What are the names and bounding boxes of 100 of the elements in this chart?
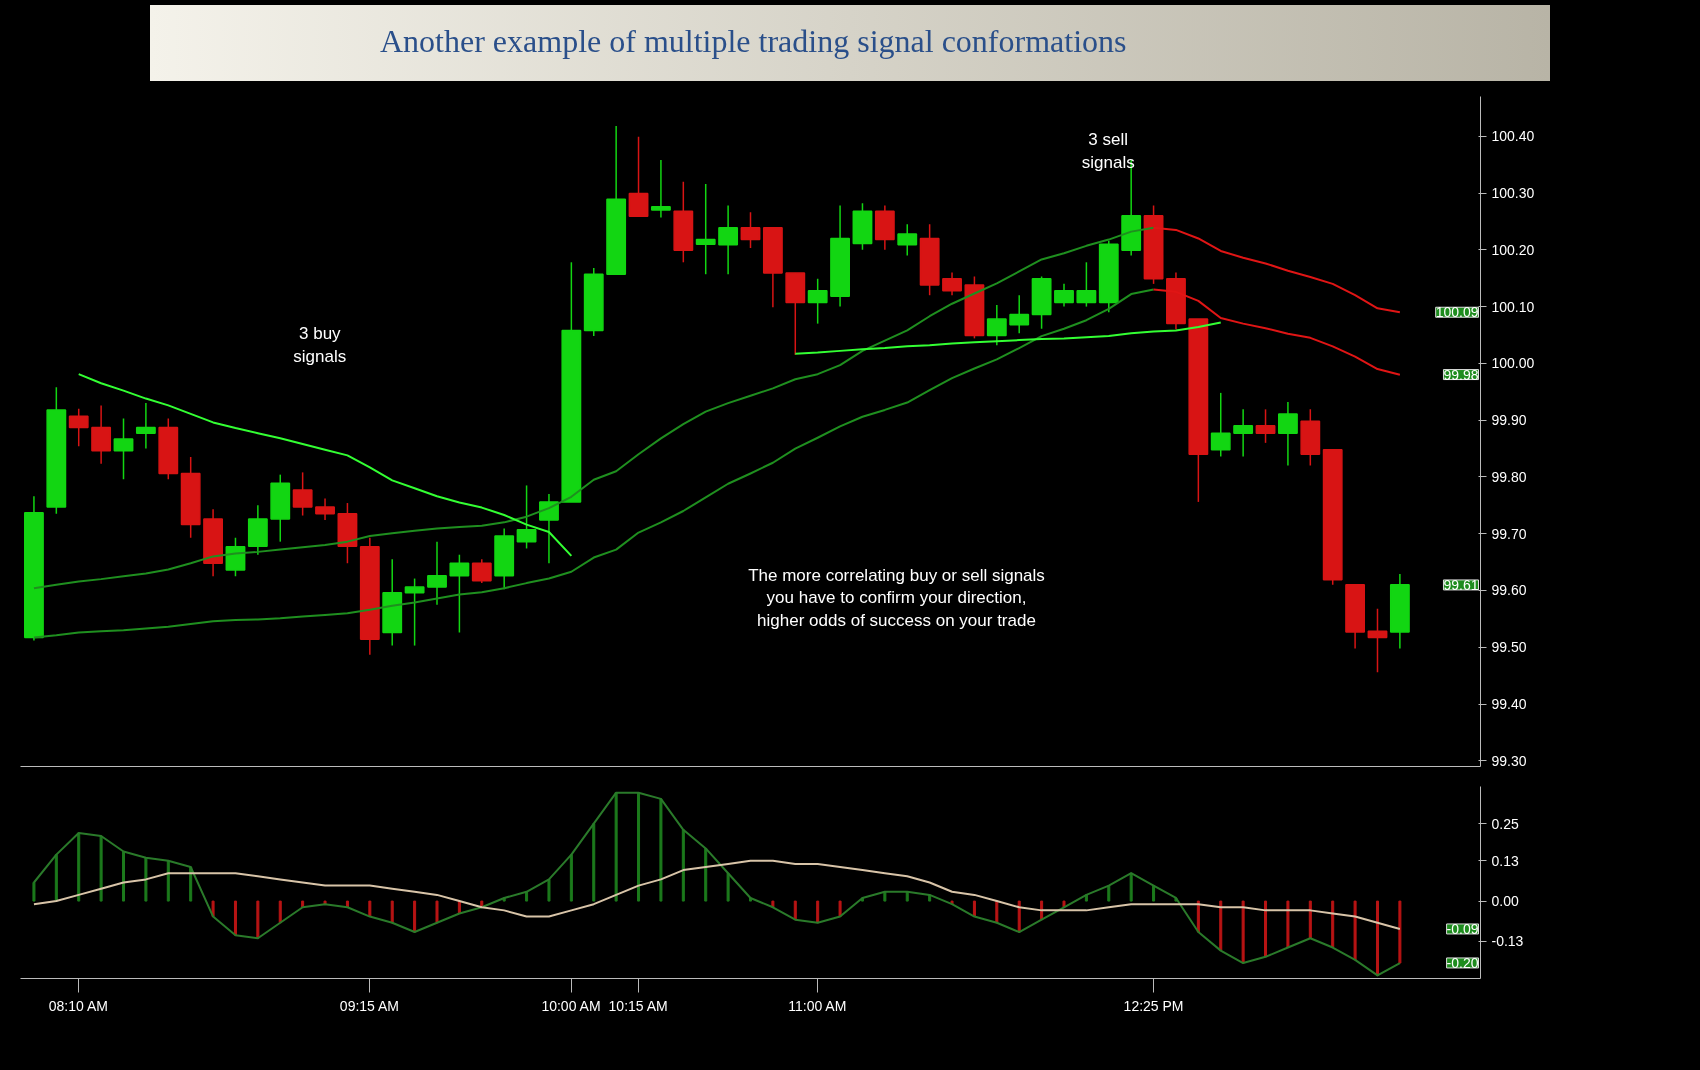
y-tick-label: 100.30 bbox=[1491, 185, 1535, 202]
bar bbox=[54, 854, 58, 902]
candlestick bbox=[1255, 408, 1276, 444]
candlestick bbox=[135, 402, 156, 450]
candlestick bbox=[942, 271, 962, 296]
candlestick bbox=[897, 223, 918, 257]
candlestick bbox=[516, 484, 537, 550]
line-series bbox=[32, 288, 1155, 639]
bar bbox=[166, 860, 170, 902]
y-tick-label: 100.20 bbox=[1491, 241, 1535, 258]
y-tick-label: 99.50 bbox=[1491, 639, 1527, 656]
candlestick bbox=[292, 471, 313, 517]
bar bbox=[1219, 900, 1223, 952]
candlestick bbox=[1277, 401, 1298, 467]
candlestick bbox=[628, 136, 649, 218]
bar bbox=[1241, 900, 1245, 964]
bar bbox=[413, 900, 417, 933]
y-tick-label: 99.70 bbox=[1491, 525, 1527, 542]
bar bbox=[233, 900, 237, 936]
x-tick-label: 08:10 AM bbox=[48, 997, 108, 1014]
bar bbox=[547, 878, 551, 902]
candlestick bbox=[427, 540, 447, 606]
candlestick bbox=[113, 417, 134, 480]
candlestick bbox=[471, 558, 492, 584]
bar bbox=[793, 900, 797, 921]
bar bbox=[1286, 900, 1290, 949]
bar bbox=[390, 900, 394, 924]
y-tick-label: 100.00 bbox=[1491, 355, 1535, 372]
x-tick-label: 11:00 AM bbox=[788, 997, 847, 1014]
bar bbox=[1398, 900, 1402, 964]
bar bbox=[592, 823, 596, 902]
annotation: The more correlating buy or sell signals you have to confirm your direction, higher odds of success on your trade bbox=[748, 565, 1045, 631]
candlestick bbox=[539, 493, 559, 564]
y-tick-label: 99.60 bbox=[1491, 582, 1527, 599]
bar bbox=[525, 891, 529, 902]
line-series bbox=[32, 226, 1155, 590]
text: 100.09 bbox=[1435, 304, 1479, 321]
x-tick-label: 12:25 PM bbox=[1123, 997, 1184, 1014]
bar bbox=[32, 882, 36, 902]
bar bbox=[1375, 900, 1379, 976]
bar bbox=[883, 891, 887, 902]
bar bbox=[122, 851, 126, 902]
bar bbox=[1353, 900, 1357, 961]
bar bbox=[659, 798, 663, 902]
text: 99.61 bbox=[1443, 576, 1479, 593]
bar bbox=[99, 835, 103, 902]
bar bbox=[1152, 885, 1156, 902]
y-tick-label: 0.25 bbox=[1491, 815, 1519, 832]
candlestick bbox=[740, 211, 761, 249]
bar bbox=[816, 900, 820, 924]
candlestick bbox=[449, 553, 470, 634]
candlestick bbox=[1233, 408, 1254, 458]
bar bbox=[637, 792, 641, 902]
line-series bbox=[32, 859, 1401, 930]
text: -0.09 bbox=[1446, 920, 1479, 937]
y-tick-label: 100.40 bbox=[1491, 128, 1535, 145]
candlestick bbox=[315, 497, 335, 521]
bar bbox=[278, 900, 282, 924]
bar bbox=[1264, 900, 1268, 958]
bar bbox=[435, 900, 439, 924]
text: -0.20 bbox=[1446, 954, 1479, 971]
bar bbox=[144, 857, 148, 902]
bar bbox=[704, 847, 708, 902]
bar bbox=[726, 872, 730, 902]
line-series bbox=[77, 373, 573, 557]
x-tick-label: 10:15 AM bbox=[608, 997, 668, 1014]
bar bbox=[614, 792, 618, 902]
bar bbox=[1129, 872, 1133, 902]
candlestick bbox=[651, 159, 671, 219]
chart-title: Another example of multiple trading signal conformations bbox=[380, 22, 1127, 61]
annotation: 3 sell signals bbox=[1081, 130, 1135, 172]
candlestick bbox=[1210, 392, 1231, 458]
line-series bbox=[794, 321, 1222, 355]
text: 99.98 bbox=[1443, 366, 1479, 383]
candlestick bbox=[695, 183, 716, 275]
candlestick bbox=[1054, 283, 1074, 308]
bar bbox=[77, 832, 81, 902]
y-tick-label: -0.13 bbox=[1491, 933, 1524, 950]
bar bbox=[1107, 885, 1111, 902]
candlestick bbox=[1009, 294, 1030, 335]
y-tick-label: 99.90 bbox=[1491, 412, 1527, 429]
candlestick bbox=[404, 577, 425, 647]
candlestick bbox=[68, 408, 89, 448]
bar bbox=[1308, 900, 1312, 939]
bar bbox=[1331, 900, 1335, 949]
line-series bbox=[32, 791, 1401, 977]
bar bbox=[256, 900, 260, 939]
x-tick-label: 09:15 AM bbox=[339, 997, 400, 1014]
x-tick-label: 10:00 AM bbox=[541, 997, 601, 1014]
candlestick bbox=[91, 404, 112, 465]
candlestick bbox=[986, 304, 1007, 346]
y-tick-label: 99.80 bbox=[1491, 468, 1527, 485]
y-tick-label: 100.10 bbox=[1491, 298, 1535, 315]
y-tick-label: 99.30 bbox=[1491, 752, 1527, 769]
candlestick bbox=[807, 278, 828, 325]
annotation: 3 buy signals bbox=[293, 324, 347, 367]
y-tick-label: 0.13 bbox=[1491, 852, 1519, 869]
candlestick bbox=[718, 204, 739, 275]
y-tick-label: 0.00 bbox=[1491, 893, 1519, 910]
bar bbox=[681, 829, 685, 902]
